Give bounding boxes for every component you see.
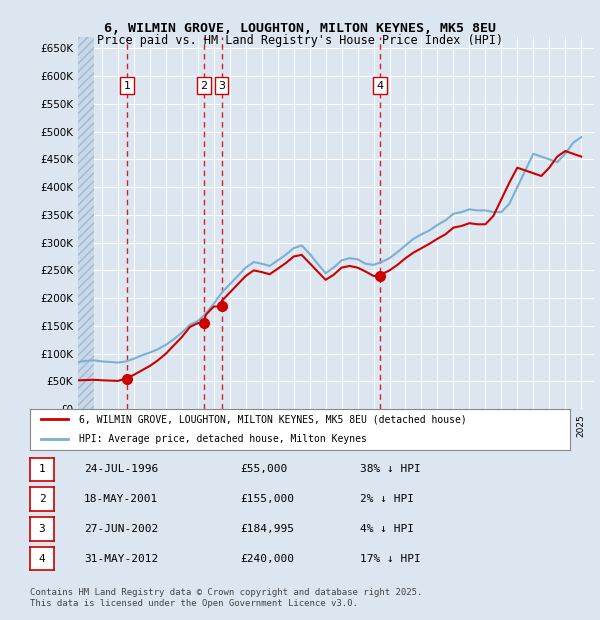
- Bar: [78, 37, 94, 409]
- Text: 4: 4: [38, 554, 46, 564]
- Text: £240,000: £240,000: [240, 554, 294, 564]
- Text: £55,000: £55,000: [240, 464, 287, 474]
- Text: 3: 3: [218, 81, 225, 91]
- Text: 2: 2: [38, 494, 46, 504]
- Text: 1: 1: [124, 81, 130, 91]
- Text: £184,995: £184,995: [240, 524, 294, 534]
- Text: 24-JUL-1996: 24-JUL-1996: [84, 464, 158, 474]
- Text: 31-MAY-2012: 31-MAY-2012: [84, 554, 158, 564]
- Text: 3: 3: [38, 524, 46, 534]
- Text: 17% ↓ HPI: 17% ↓ HPI: [360, 554, 421, 564]
- Text: HPI: Average price, detached house, Milton Keynes: HPI: Average price, detached house, Milt…: [79, 435, 367, 445]
- Text: 1: 1: [38, 464, 46, 474]
- Text: £155,000: £155,000: [240, 494, 294, 504]
- Text: 38% ↓ HPI: 38% ↓ HPI: [360, 464, 421, 474]
- Text: 4: 4: [377, 81, 383, 91]
- Text: 18-MAY-2001: 18-MAY-2001: [84, 494, 158, 504]
- Text: Price paid vs. HM Land Registry's House Price Index (HPI): Price paid vs. HM Land Registry's House …: [97, 34, 503, 47]
- Text: 4% ↓ HPI: 4% ↓ HPI: [360, 524, 414, 534]
- Text: 27-JUN-2002: 27-JUN-2002: [84, 524, 158, 534]
- Text: 2: 2: [200, 81, 208, 91]
- Text: 6, WILMIN GROVE, LOUGHTON, MILTON KEYNES, MK5 8EU: 6, WILMIN GROVE, LOUGHTON, MILTON KEYNES…: [104, 22, 496, 35]
- Text: Contains HM Land Registry data © Crown copyright and database right 2025.
This d: Contains HM Land Registry data © Crown c…: [30, 588, 422, 608]
- Text: 6, WILMIN GROVE, LOUGHTON, MILTON KEYNES, MK5 8EU (detached house): 6, WILMIN GROVE, LOUGHTON, MILTON KEYNES…: [79, 414, 466, 424]
- Text: 2% ↓ HPI: 2% ↓ HPI: [360, 494, 414, 504]
